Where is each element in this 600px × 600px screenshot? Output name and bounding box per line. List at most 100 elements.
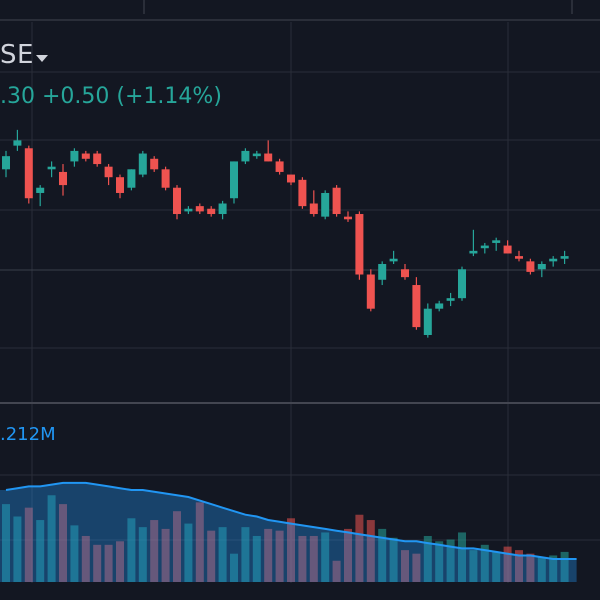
candle [515, 250, 523, 262]
candle [458, 266, 466, 301]
candle-series [2, 129, 569, 338]
volume-bar [469, 550, 478, 582]
candle-body [207, 208, 216, 215]
volume-bar [355, 514, 364, 582]
candle-body [560, 256, 569, 259]
volume-bar [309, 535, 318, 582]
candle [366, 269, 375, 312]
candle-body [127, 169, 136, 188]
volume-bar [150, 520, 159, 582]
candle [230, 161, 238, 204]
candle-body [355, 214, 364, 275]
candle [275, 158, 284, 175]
volume-series [2, 495, 569, 582]
volume-bar [560, 551, 569, 582]
volume-ma-label: .212M [0, 424, 56, 445]
candle [412, 277, 421, 330]
symbol-text: SE [0, 40, 34, 70]
candle-body [492, 240, 501, 243]
volume-bar [195, 502, 204, 582]
candle-body [24, 148, 33, 199]
volume-bar [36, 520, 45, 582]
volume-bar [537, 557, 546, 582]
volume-bar [378, 528, 387, 582]
candle-body [446, 298, 455, 301]
volume-bar [127, 518, 136, 582]
volume-bar [104, 544, 113, 582]
volume-bar [298, 535, 307, 582]
candle [309, 190, 318, 217]
volume-bar [492, 551, 501, 582]
candle-body [378, 263, 387, 280]
candle [81, 150, 90, 162]
volume-bar [401, 550, 409, 582]
toolbar-frame [0, 0, 600, 21]
candle-body [366, 274, 375, 309]
time-axis[interactable] [0, 583, 600, 600]
candle [287, 174, 295, 186]
candle-body [526, 261, 535, 272]
candle [332, 185, 341, 217]
candle-body [218, 203, 227, 215]
candle-body [138, 153, 147, 175]
volume-bar [2, 504, 10, 582]
candle-body [116, 177, 124, 193]
volume-bar [230, 553, 238, 582]
volume-bar [423, 535, 432, 582]
candle [264, 140, 273, 162]
candle [150, 156, 159, 172]
candle-body [2, 156, 10, 170]
volume-bar [344, 528, 352, 582]
grid [0, 22, 600, 600]
symbol-dropdown-caret-icon[interactable] [36, 55, 48, 62]
candle [70, 148, 79, 167]
candle-body [412, 285, 421, 328]
candle [537, 261, 546, 278]
candle-body [241, 150, 250, 162]
volume-bar [526, 553, 535, 582]
top-toolbar [0, 0, 600, 20]
volume-bar [549, 555, 558, 582]
candle [127, 169, 136, 191]
candle-body [81, 153, 90, 159]
candle-body [150, 158, 159, 170]
volume-bar [287, 518, 295, 582]
volume-bar [24, 507, 33, 582]
symbol-name[interactable]: SE [0, 40, 34, 70]
volume-bar [446, 539, 455, 582]
last-price: .30 [0, 84, 35, 109]
candle [526, 258, 535, 275]
candle [321, 190, 330, 220]
candle [207, 206, 216, 217]
price-change: +0.50 [42, 84, 110, 109]
candle-body [173, 187, 181, 215]
candle-body [389, 258, 398, 262]
candle-body [332, 187, 341, 215]
volume-bar [70, 525, 79, 582]
candle [480, 242, 489, 254]
candle [549, 256, 558, 267]
candle [446, 292, 455, 307]
volume-bar [458, 532, 466, 582]
volume-bar [480, 544, 489, 582]
candle-body [252, 153, 261, 157]
volume-ma-area [0, 482, 577, 582]
candle-body [184, 208, 193, 212]
candle-body [195, 206, 204, 212]
price-summary: .30 +0.50 (+1.14%) [0, 84, 222, 109]
candle [492, 237, 501, 251]
candle [59, 164, 67, 196]
candle-body [275, 161, 284, 172]
candle-body [503, 245, 512, 254]
candle [2, 150, 10, 178]
candle-body [435, 303, 444, 309]
candle [560, 250, 569, 264]
candle-body [161, 169, 170, 188]
candle [47, 161, 56, 178]
candle [423, 303, 432, 338]
candle-body [423, 308, 432, 335]
volume-bar [184, 523, 193, 582]
candle-body [47, 166, 56, 170]
candle [13, 129, 22, 151]
